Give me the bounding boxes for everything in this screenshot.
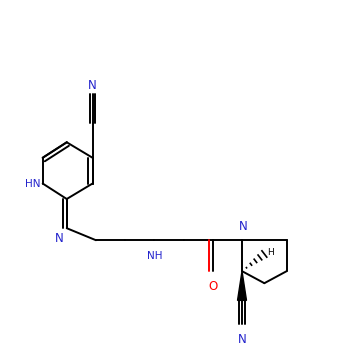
Text: N: N [88,79,97,92]
Polygon shape [238,271,246,300]
Text: HN: HN [26,178,41,189]
Text: N: N [238,333,246,346]
Text: NH: NH [147,251,162,261]
Text: N: N [55,232,64,245]
Text: O: O [208,280,217,293]
Text: H: H [267,248,274,257]
Text: N: N [239,220,247,233]
